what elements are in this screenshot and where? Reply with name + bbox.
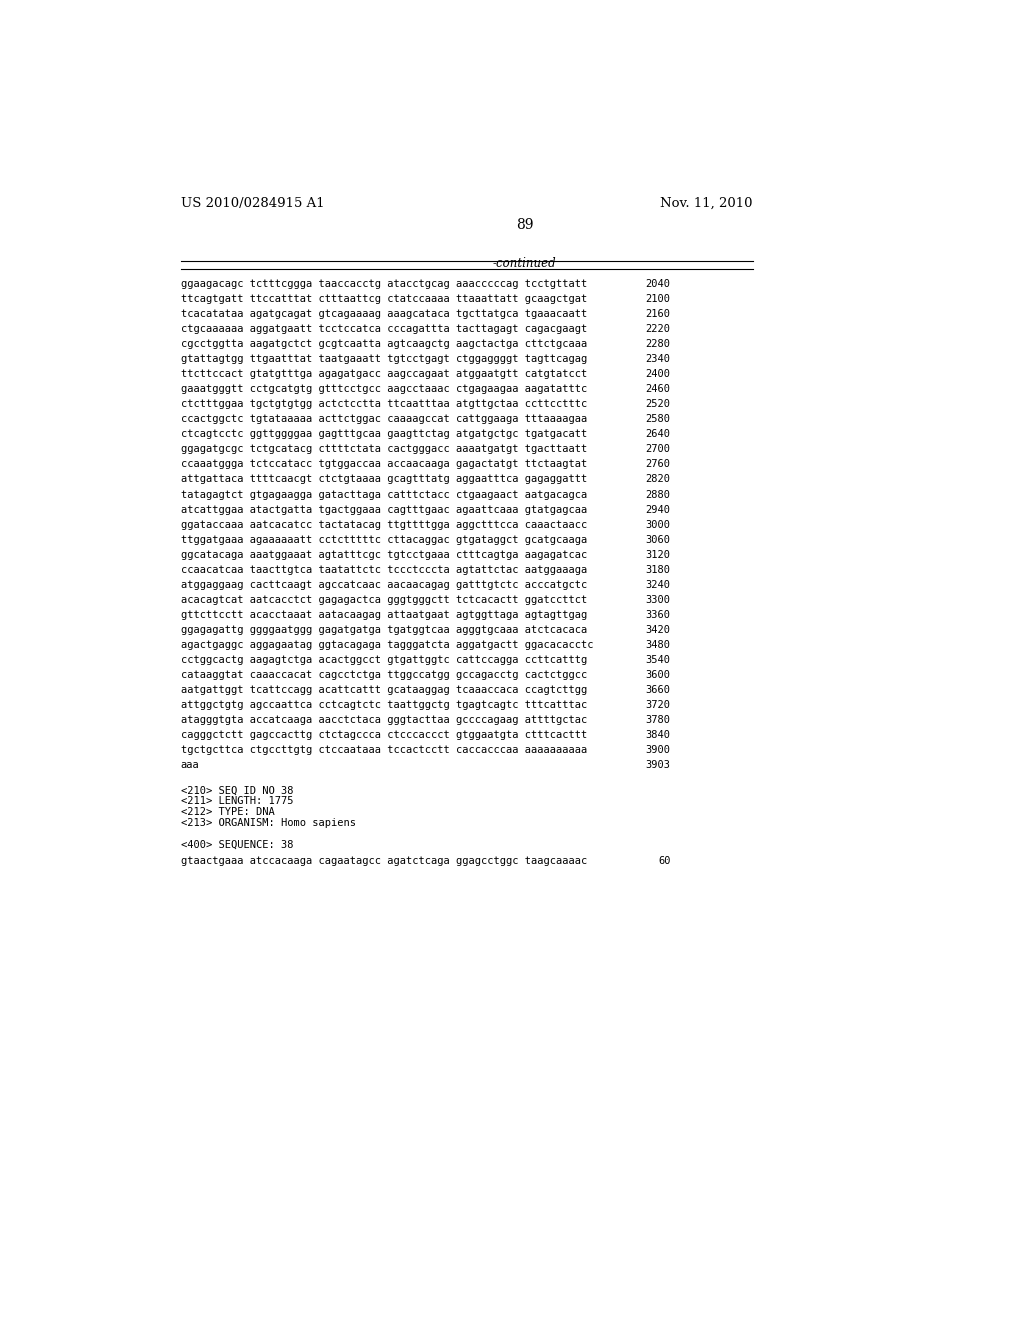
Text: ggagagattg ggggaatggg gagatgatga tgatggtcaa agggtgcaaa atctcacaca: ggagagattg ggggaatggg gagatgatga tgatggt… [180,624,587,635]
Text: 3180: 3180 [645,565,671,574]
Text: 3240: 3240 [645,579,671,590]
Text: 2940: 2940 [645,504,671,515]
Text: 3840: 3840 [645,730,671,739]
Text: aatgattggt tcattccagg acattcattt gcataaggag tcaaaccaca ccagtcttgg: aatgattggt tcattccagg acattcattt gcataag… [180,685,587,694]
Text: 3900: 3900 [645,744,671,755]
Text: attgattaca ttttcaacgt ctctgtaaaa gcagtttatg aggaatttca gagaggattt: attgattaca ttttcaacgt ctctgtaaaa gcagttt… [180,474,587,484]
Text: 2280: 2280 [645,339,671,350]
Text: tcacatataa agatgcagat gtcagaaaag aaagcataca tgcttatgca tgaaacaatt: tcacatataa agatgcagat gtcagaaaag aaagcat… [180,309,587,319]
Text: <213> ORGANISM: Homo sapiens: <213> ORGANISM: Homo sapiens [180,818,355,828]
Text: 3300: 3300 [645,594,671,605]
Text: tgctgcttca ctgccttgtg ctccaataaa tccactcctt caccacccaa aaaaaaaaaa: tgctgcttca ctgccttgtg ctccaataaa tccactc… [180,744,587,755]
Text: cataaggtat caaaccacat cagcctctga ttggccatgg gccagacctg cactctggcc: cataaggtat caaaccacat cagcctctga ttggcca… [180,669,587,680]
Text: 3060: 3060 [645,535,671,545]
Text: ctgcaaaaaa aggatgaatt tcctccatca cccagattta tacttagagt cagacgaagt: ctgcaaaaaa aggatgaatt tcctccatca cccagat… [180,325,587,334]
Text: 2340: 2340 [645,354,671,364]
Text: <211> LENGTH: 1775: <211> LENGTH: 1775 [180,796,293,807]
Text: atggaggaag cacttcaagt agccatcaac aacaacagag gatttgtctc acccatgctc: atggaggaag cacttcaagt agccatcaac aacaaca… [180,579,587,590]
Text: ttcagtgatt ttccatttat ctttaattcg ctatccaaaa ttaaattatt gcaagctgat: ttcagtgatt ttccatttat ctttaattcg ctatcca… [180,294,587,305]
Text: 2700: 2700 [645,445,671,454]
Text: ggaagacagc tctttcggga taaccacctg atacctgcag aaacccccag tcctgttatt: ggaagacagc tctttcggga taaccacctg atacctg… [180,280,587,289]
Text: ccaaatggga tctccatacc tgtggaccaa accaacaaga gagactatgt ttctaagtat: ccaaatggga tctccatacc tgtggaccaa accaaca… [180,459,587,470]
Text: 89: 89 [516,218,534,232]
Text: 3120: 3120 [645,549,671,560]
Text: 2580: 2580 [645,414,671,425]
Text: 2820: 2820 [645,474,671,484]
Text: 2460: 2460 [645,384,671,395]
Text: <212> TYPE: DNA: <212> TYPE: DNA [180,807,274,817]
Text: ttggatgaaa agaaaaaatt cctctttttc cttacaggac gtgataggct gcatgcaaga: ttggatgaaa agaaaaaatt cctctttttc cttacag… [180,535,587,545]
Text: 3660: 3660 [645,685,671,694]
Text: ccactggctc tgtataaaaa acttctggac caaaagccat cattggaaga tttaaaagaa: ccactggctc tgtataaaaa acttctggac caaaagc… [180,414,587,425]
Text: ggagatgcgc tctgcatacg cttttctata cactgggacc aaaatgatgt tgacttaatt: ggagatgcgc tctgcatacg cttttctata cactggg… [180,445,587,454]
Text: 3360: 3360 [645,610,671,619]
Text: agactgaggc aggagaatag ggtacagaga tagggatcta aggatgactt ggacacacctc: agactgaggc aggagaatag ggtacagaga tagggat… [180,640,593,649]
Text: 3000: 3000 [645,520,671,529]
Text: aaa: aaa [180,760,200,770]
Text: ggcatacaga aaatggaaat agtatttcgc tgtcctgaaa ctttcagtga aagagatcac: ggcatacaga aaatggaaat agtatttcgc tgtcctg… [180,549,587,560]
Text: cagggctctt gagccacttg ctctagccca ctcccaccct gtggaatgta ctttcacttt: cagggctctt gagccacttg ctctagccca ctcccac… [180,730,587,739]
Text: 2040: 2040 [645,280,671,289]
Text: 3903: 3903 [645,760,671,770]
Text: ttcttccact gtatgtttga agagatgacc aagccagaat atggaatgtt catgtatcct: ttcttccact gtatgtttga agagatgacc aagccag… [180,370,587,379]
Text: 2160: 2160 [645,309,671,319]
Text: ctcagtcctc ggttggggaa gagtttgcaa gaagttctag atgatgctgc tgatgacatt: ctcagtcctc ggttggggaa gagtttgcaa gaagttc… [180,429,587,440]
Text: gtaactgaaa atccacaaga cagaatagcc agatctcaga ggagcctggc taagcaaaac: gtaactgaaa atccacaaga cagaatagcc agatctc… [180,857,587,866]
Text: 2220: 2220 [645,325,671,334]
Text: 2640: 2640 [645,429,671,440]
Text: gtattagtgg ttgaatttat taatgaaatt tgtcctgagt ctggaggggt tagttcagag: gtattagtgg ttgaatttat taatgaaatt tgtcctg… [180,354,587,364]
Text: Nov. 11, 2010: Nov. 11, 2010 [660,197,753,210]
Text: acacagtcat aatcacctct gagagactca gggtgggctt tctcacactt ggatccttct: acacagtcat aatcacctct gagagactca gggtggg… [180,594,587,605]
Text: cctggcactg aagagtctga acactggcct gtgattggtc cattccagga ccttcatttg: cctggcactg aagagtctga acactggcct gtgattg… [180,655,587,665]
Text: 3780: 3780 [645,714,671,725]
Text: 2760: 2760 [645,459,671,470]
Text: atcattggaa atactgatta tgactggaaa cagtttgaac agaattcaaa gtatgagcaa: atcattggaa atactgatta tgactggaaa cagtttg… [180,504,587,515]
Text: atagggtgta accatcaaga aacctctaca gggtacttaa gccccagaag attttgctac: atagggtgta accatcaaga aacctctaca gggtact… [180,714,587,725]
Text: gaaatgggtt cctgcatgtg gtttcctgcc aagcctaaac ctgagaagaa aagatatttc: gaaatgggtt cctgcatgtg gtttcctgcc aagccta… [180,384,587,395]
Text: ccaacatcaa taacttgtca taatattctc tccctcccta agtattctac aatggaaaga: ccaacatcaa taacttgtca taatattctc tccctcc… [180,565,587,574]
Text: attggctgtg agccaattca cctcagtctc taattggctg tgagtcagtc tttcatttac: attggctgtg agccaattca cctcagtctc taattgg… [180,700,587,710]
Text: ctctttggaa tgctgtgtgg actctcctta ttcaatttaa atgttgctaa ccttcctttc: ctctttggaa tgctgtgtgg actctcctta ttcaatt… [180,400,587,409]
Text: 3480: 3480 [645,640,671,649]
Text: 2400: 2400 [645,370,671,379]
Text: 2100: 2100 [645,294,671,305]
Text: 3540: 3540 [645,655,671,665]
Text: ggataccaaa aatcacatcc tactatacag ttgttttgga aggctttcca caaactaacc: ggataccaaa aatcacatcc tactatacag ttgtttt… [180,520,587,529]
Text: 3420: 3420 [645,624,671,635]
Text: <400> SEQUENCE: 38: <400> SEQUENCE: 38 [180,840,293,850]
Text: <210> SEQ ID NO 38: <210> SEQ ID NO 38 [180,785,293,796]
Text: 2520: 2520 [645,400,671,409]
Text: 3720: 3720 [645,700,671,710]
Text: US 2010/0284915 A1: US 2010/0284915 A1 [180,197,325,210]
Text: 2880: 2880 [645,490,671,499]
Text: cgcctggtta aagatgctct gcgtcaatta agtcaagctg aagctactga cttctgcaaa: cgcctggtta aagatgctct gcgtcaatta agtcaag… [180,339,587,350]
Text: -continued: -continued [493,257,557,271]
Text: tatagagtct gtgagaagga gatacttaga catttctacc ctgaagaact aatgacagca: tatagagtct gtgagaagga gatacttaga catttct… [180,490,587,499]
Text: gttcttcctt acacctaaat aatacaagag attaatgaat agtggttaga agtagttgag: gttcttcctt acacctaaat aatacaagag attaatg… [180,610,587,619]
Text: 3600: 3600 [645,669,671,680]
Text: 60: 60 [658,857,671,866]
